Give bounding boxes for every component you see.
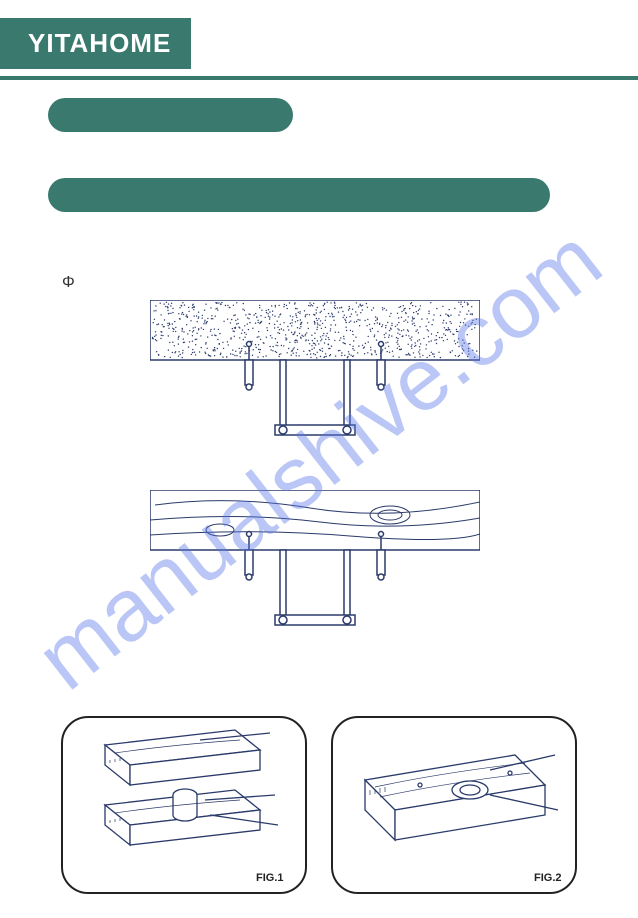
fig1-label: FIG.1	[256, 872, 284, 884]
section-bar-2	[48, 178, 550, 212]
header-rule	[0, 76, 638, 80]
diagram-wood-beam	[150, 490, 480, 640]
fig2-label: FIG.2	[534, 872, 562, 884]
fig1-panel	[60, 715, 308, 895]
brand-logo: YITAHOME	[0, 18, 191, 69]
fig2-panel	[330, 715, 578, 895]
section-bar-1	[48, 98, 293, 132]
diagram-concrete-beam	[150, 300, 480, 450]
phi-symbol: Φ	[62, 274, 75, 292]
page-header: YITAHOME	[0, 18, 638, 69]
